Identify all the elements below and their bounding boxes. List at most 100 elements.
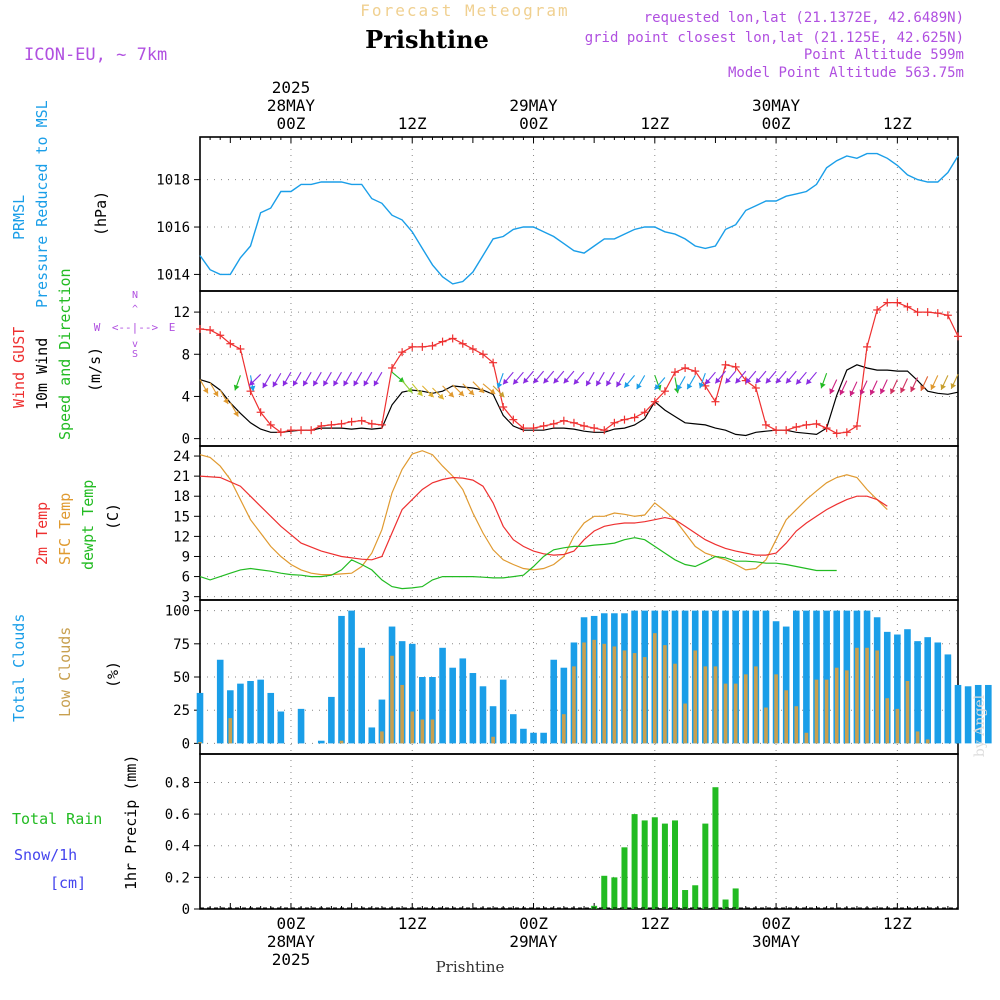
- wind-unit: (m/s): [86, 347, 104, 392]
- wind-arrow: [553, 370, 565, 384]
- cloud-labels: Total Clouds Low Clouds (%): [10, 614, 122, 722]
- wind-tick-label: 12: [173, 305, 190, 321]
- gust-marker: [903, 302, 912, 311]
- wind-arrow: [502, 371, 514, 385]
- rain-bar: [611, 877, 618, 909]
- wind-arrow: [452, 384, 465, 397]
- pressure-series: [199, 152, 959, 285]
- bottom-time-label: 00Z: [519, 914, 548, 933]
- wind-arrow: [262, 374, 272, 389]
- gust-marker: [640, 408, 649, 417]
- snow-label: Snow/1h: [14, 846, 77, 864]
- svg-text:N: N: [132, 290, 138, 301]
- bottom-time-label: 12Z: [640, 914, 669, 933]
- wind-arrow: [676, 376, 686, 391]
- footer-station: Prishtine: [436, 958, 505, 976]
- gust-marker: [519, 424, 528, 433]
- low-cloud-bar: [723, 683, 728, 744]
- low-cloud-bar: [855, 647, 859, 744]
- gust-marker: [428, 341, 437, 350]
- low-cloud-bar: [420, 719, 425, 744]
- wind-arrow: [482, 383, 496, 395]
- wind-arrow: [839, 380, 848, 396]
- rain-bar: [712, 787, 719, 909]
- gust-marker: [852, 421, 861, 430]
- gust-marker: [812, 419, 821, 428]
- gust-marker: [458, 339, 467, 348]
- precip-unit: 1hr Precip (mm): [122, 755, 140, 890]
- bottom-time-label: 00Z: [762, 914, 791, 933]
- total-cloud-bar: [439, 647, 446, 744]
- wind-tick-label: 4: [182, 389, 190, 405]
- low-cloud-bar: [622, 650, 627, 744]
- gust-marker: [721, 360, 730, 369]
- gust-marker: [620, 415, 629, 424]
- prmsl-label: PRMSL: [10, 195, 28, 240]
- svg-text:W: W: [94, 321, 101, 334]
- wind-dir-label: Speed and Direction: [56, 268, 74, 440]
- wind-arrow: [595, 371, 605, 387]
- pressure-tick-label: 1016: [156, 220, 190, 236]
- wind-arrow: [755, 370, 767, 384]
- wind-arrow: [322, 371, 332, 387]
- gust-marker: [448, 334, 457, 343]
- gust-marker: [377, 420, 386, 429]
- gust-marker: [388, 363, 397, 372]
- temp-labels: 2m Temp SFC Temp dewpt Temp (C): [33, 480, 122, 570]
- cloud-bars: [196, 610, 992, 744]
- low-cloud-bar: [834, 667, 839, 744]
- wind-arrow: [343, 371, 353, 387]
- top-time-label: 00Z: [277, 114, 306, 133]
- dewpt-label: dewpt Temp: [79, 480, 97, 570]
- wind-arrow: [820, 373, 828, 389]
- temp-series: [199, 450, 888, 590]
- wind-gust-label: Wind GUST: [10, 327, 28, 408]
- wind-arrow: [795, 371, 807, 385]
- gust-marker: [307, 426, 316, 435]
- temp-tick-label: 21: [173, 469, 190, 485]
- precip-tick-label: 0.6: [165, 807, 190, 823]
- gust-marker: [590, 424, 599, 433]
- total-cloud-bar: [530, 732, 537, 744]
- gust-marker: [297, 426, 306, 435]
- low-cloud-bar: [612, 646, 617, 744]
- temp-tick-label: 9: [182, 549, 190, 565]
- wind-arrow: [724, 370, 737, 384]
- wind-arrow: [654, 377, 666, 391]
- low-cloud-bar: [673, 663, 677, 744]
- total-cloud-bar: [914, 641, 921, 744]
- gust-marker: [873, 305, 882, 314]
- gust-marker: [933, 309, 942, 318]
- rain-bar: [702, 823, 709, 909]
- low-cloud-bar: [572, 666, 576, 744]
- gust-marker: [772, 426, 781, 435]
- wind-arrow: [585, 371, 595, 387]
- gust-marker: [923, 308, 932, 317]
- low-cloud-bar: [764, 707, 768, 744]
- total-cloud-bar: [924, 637, 931, 744]
- gust-marker: [660, 387, 669, 396]
- total-cloud-bar: [510, 714, 517, 744]
- pressure-line: [199, 152, 959, 285]
- total-cloud-bar: [227, 690, 234, 744]
- gust-marker: [489, 358, 498, 367]
- gust-marker: [337, 419, 346, 428]
- total-cloud-bar: [964, 686, 972, 744]
- temp-tick-label: 15: [173, 509, 190, 525]
- gust-marker: [913, 308, 922, 317]
- total-cloud-bar: [934, 642, 942, 744]
- wind-arrow: [920, 376, 929, 392]
- wind-arrow: [704, 371, 716, 385]
- gust-marker: [509, 415, 518, 424]
- total-cloud-bar: [368, 727, 376, 744]
- precip-labels: Total Rain Snow/1h [cm] 1hr Precip (mm): [12, 755, 140, 892]
- wind-arrow: [492, 385, 505, 398]
- total-cloud-bar: [247, 680, 254, 744]
- rain-bar: [621, 847, 628, 909]
- low-cloud-bar: [228, 718, 233, 744]
- gust-marker: [569, 418, 578, 427]
- gust-marker: [408, 342, 417, 351]
- low-cloud-bar: [915, 731, 920, 744]
- top-time-label: 28MAY: [267, 96, 316, 115]
- requested-coords: requested lon,lat (21.1372E, 42.6489N): [644, 10, 964, 26]
